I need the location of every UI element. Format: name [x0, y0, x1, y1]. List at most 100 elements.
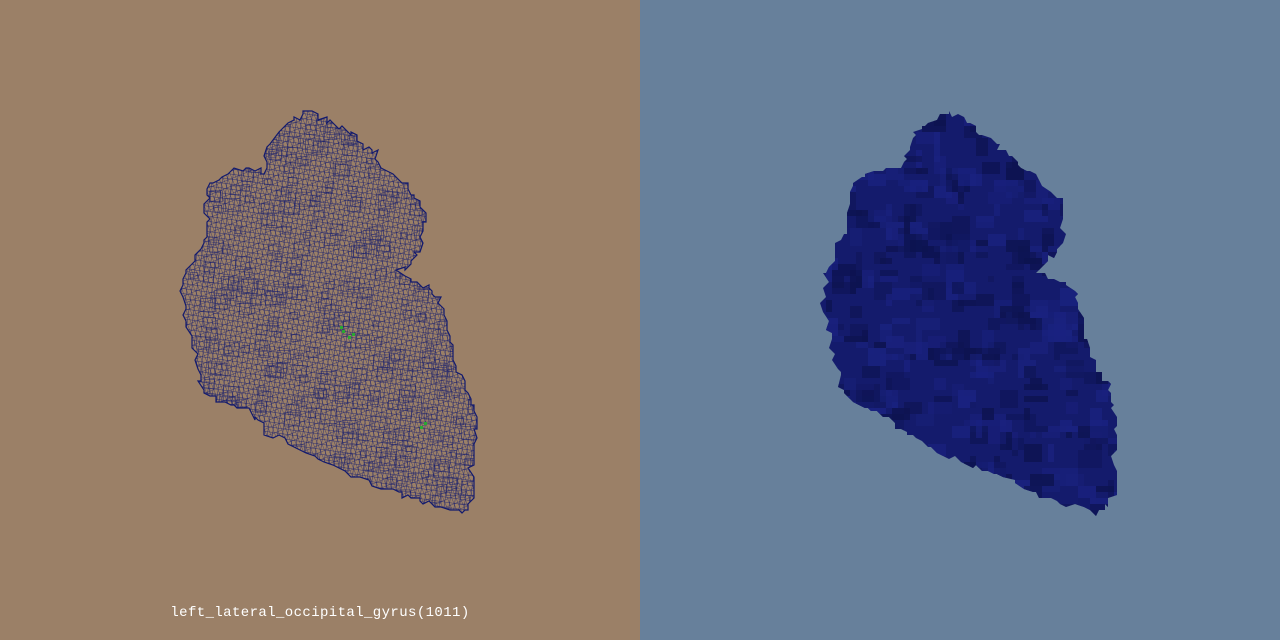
solid-voxel	[1030, 342, 1048, 354]
wire-voxel	[390, 349, 405, 362]
solid-voxel	[1054, 342, 1078, 354]
solid-voxel	[958, 192, 964, 204]
wire-voxel	[269, 148, 283, 161]
wire-voxel	[207, 236, 217, 245]
solid-voxel	[988, 318, 1000, 330]
wire-voxel	[359, 451, 367, 458]
solid-voxel	[1030, 318, 1042, 330]
wire-voxel	[268, 243, 281, 255]
wire-voxel	[205, 328, 219, 341]
highlight-marker	[420, 426, 423, 429]
solid-voxel	[886, 372, 910, 390]
solid-voxel	[1096, 390, 1108, 402]
solid-voxel	[1018, 348, 1030, 360]
wire-voxel	[293, 241, 311, 257]
wire-voxel	[368, 166, 381, 178]
solid-voxel	[898, 174, 922, 186]
solid-voxel	[892, 408, 910, 420]
solid-voxel	[880, 270, 898, 276]
solid-voxel	[1030, 258, 1042, 270]
wire-voxel	[389, 431, 405, 446]
wire-voxel	[270, 261, 281, 272]
wire-voxel	[287, 273, 303, 288]
solid-voxel	[928, 228, 940, 240]
wire-voxel	[353, 368, 368, 381]
solid-voxel	[976, 462, 994, 468]
solid-voxel	[1060, 288, 1078, 306]
wire-voxel	[309, 222, 318, 229]
wire-voxel	[228, 277, 243, 291]
solid-voxel	[952, 426, 970, 438]
solid-voxel	[1096, 486, 1114, 492]
wire-voxel	[196, 336, 211, 350]
solid-voxel	[934, 378, 946, 390]
wire-voxel	[214, 289, 231, 305]
solid-voxel	[1060, 468, 1078, 486]
wire-voxel	[395, 427, 410, 441]
solid-voxel	[964, 420, 982, 426]
solid-voxel	[898, 234, 904, 246]
wire-voxel	[451, 388, 460, 397]
wire-voxel	[290, 266, 301, 276]
solid-voxel	[970, 354, 982, 366]
solid-voxel	[856, 252, 862, 270]
wire-voxel	[342, 319, 360, 335]
solid-voxel	[988, 372, 994, 384]
solid-voxel	[1090, 408, 1102, 426]
solid-voxel	[886, 228, 898, 246]
wire-voxel	[335, 392, 348, 404]
solid-voxel	[952, 216, 970, 234]
wire-voxel	[433, 463, 450, 479]
solid-voxel	[988, 276, 994, 282]
wire-voxel	[370, 397, 379, 405]
wire-voxel	[225, 198, 241, 213]
wire-voxel	[395, 456, 409, 468]
solid-voxel	[886, 390, 898, 408]
solid-voxel	[952, 300, 964, 312]
solid-voxel	[916, 414, 934, 426]
solid-voxel	[976, 294, 994, 306]
wire-voxel	[256, 324, 268, 335]
solid-voxel	[886, 228, 898, 240]
wire-voxel	[203, 273, 214, 284]
solid-voxel	[880, 276, 898, 282]
solid-voxel	[910, 354, 916, 360]
wire-voxel	[414, 287, 429, 301]
wire-voxel	[369, 390, 381, 401]
solid-viewport[interactable]	[640, 0, 1280, 640]
wire-voxel	[332, 161, 350, 177]
wire-voxel	[431, 362, 448, 378]
wire-voxel	[230, 281, 239, 289]
solid-voxel	[982, 354, 1000, 360]
wire-voxel	[342, 420, 359, 435]
wire-voxel	[306, 347, 318, 358]
wire-voxel	[351, 382, 360, 390]
wireframe-viewport[interactable]: left_lateral_occipital_gyrus(1011)	[0, 0, 640, 640]
solid-voxel	[1024, 444, 1042, 462]
solid-voxel	[880, 330, 892, 342]
wire-voxel	[340, 281, 355, 295]
solid-voxel	[988, 192, 1012, 204]
wire-voxel	[241, 344, 250, 353]
wire-voxel	[431, 494, 442, 504]
solid-voxel	[976, 216, 994, 228]
solid-voxel	[994, 456, 1000, 462]
wireframe-mesh-canvas[interactable]	[0, 0, 640, 640]
wire-voxel	[254, 401, 268, 413]
wire-voxel	[214, 363, 229, 376]
wire-voxel	[282, 225, 292, 235]
wire-voxel	[287, 404, 300, 415]
solid-voxel	[874, 342, 886, 348]
solid-voxel	[1030, 426, 1036, 438]
wire-voxel	[373, 336, 383, 345]
solid-voxel	[1042, 228, 1054, 234]
wire-voxel	[347, 199, 362, 213]
solid-voxel	[934, 360, 958, 366]
wire-voxel	[292, 365, 307, 378]
wire-voxel	[388, 400, 400, 411]
wire-voxel	[289, 311, 298, 320]
solid-voxel	[952, 180, 958, 192]
solid-voxel	[1048, 324, 1066, 342]
solid-mesh-canvas[interactable]	[640, 0, 1280, 640]
wire-voxel	[263, 289, 271, 297]
